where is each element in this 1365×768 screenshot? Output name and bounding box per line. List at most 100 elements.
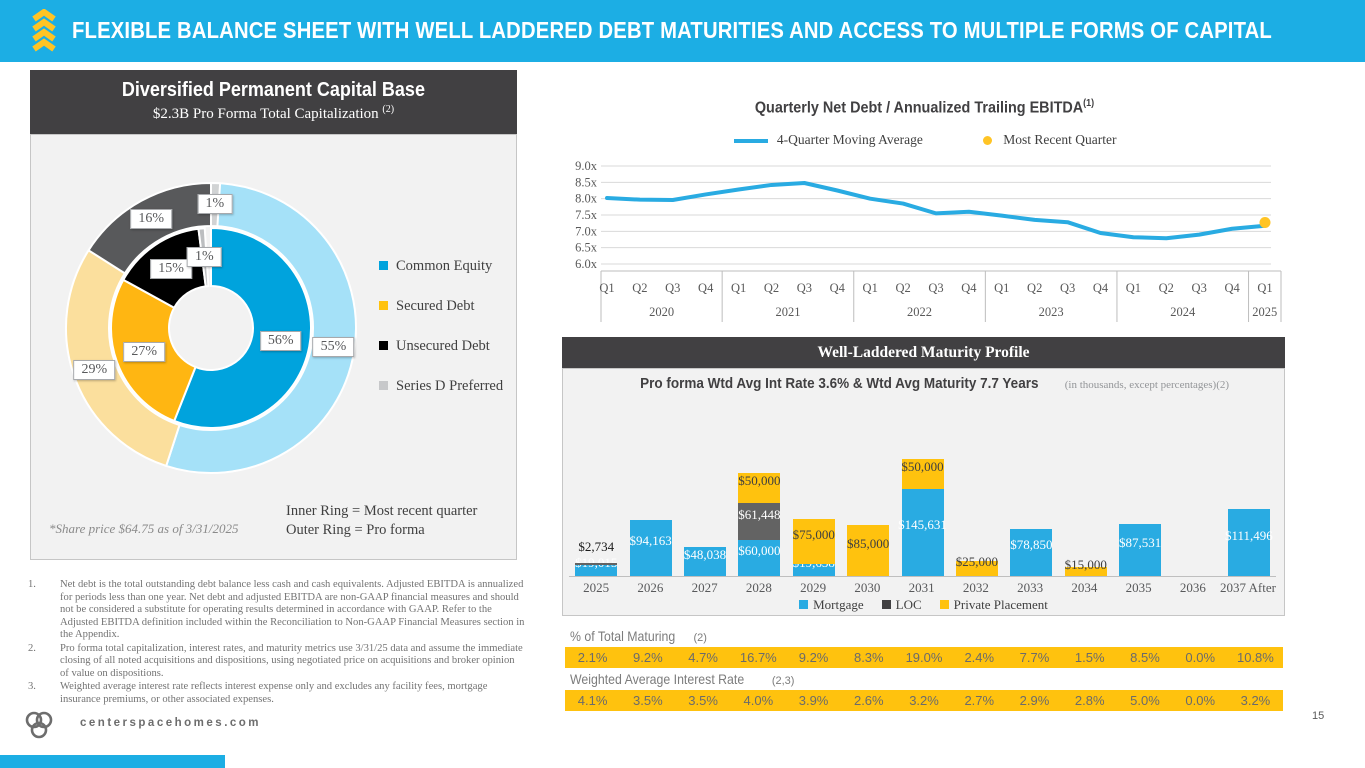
ebitda-chart-title: Quarterly Net Debt / Annualized Trailing… <box>755 98 1095 117</box>
svg-text:Q4: Q4 <box>1093 281 1109 295</box>
bar-category-label: 2034 <box>1071 580 1098 595</box>
svg-text:Q1: Q1 <box>994 281 1009 295</box>
bar-column-2025: $19,015 $2,734 <box>569 401 623 576</box>
footnote-text: Net debt is the total outstanding debt b… <box>60 579 525 640</box>
rate-cell: 0.0% <box>1185 693 1216 708</box>
most-recent-quarter-dot <box>1259 217 1271 229</box>
bar-segment-mortgage <box>629 519 672 576</box>
bar-column-2030: $85,000 <box>841 401 895 576</box>
maturity-bar-chart: $19,015 $2,734 $94,163 $48,038 $60,000 $61,44… <box>569 401 1276 577</box>
bar-value-label: $48,038 <box>683 546 727 562</box>
svg-text:Q1: Q1 <box>863 281 878 295</box>
svg-text:Q4: Q4 <box>961 281 977 295</box>
donut-label: 1% <box>186 247 222 268</box>
bar-segment-private-placement <box>1064 567 1107 576</box>
bar-column-2034: $15,000 <box>1059 401 1113 576</box>
donut-label: 16% <box>130 209 173 230</box>
legend-item-series-d-preferred: Series D Preferred <box>379 377 504 395</box>
bar-legend-item-private-placement: Private Placement <box>939 597 1048 613</box>
chevron-logo-icon <box>32 9 56 52</box>
bar-value-label: $25,000 <box>955 553 999 569</box>
svg-text:Q2: Q2 <box>632 281 647 295</box>
maturing-cell: 1.5% <box>1074 650 1105 665</box>
bar-category-label: 2036 <box>1179 580 1206 595</box>
bar-legend-swatch-icon <box>881 600 891 609</box>
bottom-accent-bar <box>0 755 225 768</box>
bar-value-label: $78,850 <box>1010 537 1053 553</box>
footnote: 2. Pro forma total capitalization, intere… <box>28 643 525 681</box>
bar-segment-mortgage <box>901 488 944 576</box>
bar-category-label: 2035 <box>1125 580 1152 595</box>
maturing-cell: 2.1% <box>577 650 608 665</box>
bar-category-label: 2029 <box>800 580 827 595</box>
donut-label: 56% <box>259 331 302 352</box>
ebitda-chart-legend: 4-Quarter Moving Average Most Recent Qua… <box>565 132 1285 148</box>
centerspace-logo-icon <box>25 711 53 739</box>
svg-text:Q4: Q4 <box>1224 281 1240 295</box>
svg-text:Q1: Q1 <box>1257 281 1272 295</box>
donut-label: 1% <box>197 194 233 215</box>
rate-cell: 3.5% <box>688 693 718 708</box>
bar-value-label: $94,163 <box>629 532 672 548</box>
capital-base-panel: 56% 27% 15% 1% 55% 29% 16% 1% Common Equity Secu… <box>30 134 517 560</box>
bar-segment-mortgage <box>792 564 835 576</box>
legend-item-common-equity: Common Equity <box>379 257 504 275</box>
capital-base-subtitle: $2.3B Pro Forma Total Capitalization (2) <box>152 104 395 122</box>
bar-value-label: $61,448 <box>738 506 781 522</box>
bar-value-label: $2,734 <box>578 538 615 554</box>
bar-segment-private-placement <box>738 473 781 504</box>
maturity-units-note: (in thousands, except percentages)(2) <box>1064 379 1230 391</box>
bar-column-2036 <box>1167 401 1221 576</box>
svg-text:Q3: Q3 <box>928 281 943 295</box>
bar-segment-loc <box>575 563 618 565</box>
bar-column-2029: $19,638$75,000 <box>787 401 841 576</box>
maturity-x-labels: 2025 2026 2027 2028 2029 2030 2031 2032 2033 2034… <box>569 580 1276 596</box>
rate-cell: 2.7% <box>964 693 995 708</box>
svg-text:8.5x: 8.5x <box>575 175 598 189</box>
bar-segment-private-placement <box>792 519 835 565</box>
maturing-cell: 9.2% <box>798 650 829 665</box>
bar-category-label: 2028 <box>745 580 772 595</box>
bar-value-label: $60,000 <box>738 543 781 559</box>
bar-column-2027: $48,038 <box>678 401 732 576</box>
share-price-note: *Share price $64.75 as of 3/31/2025 <box>49 521 239 536</box>
donut-legend: Common Equity Secured Debt Unsecured Debt S… <box>379 257 504 418</box>
footnote-number: 1. <box>28 579 36 590</box>
rate-cell: 3.2% <box>1240 693 1271 708</box>
bar-value-label: $15,000 <box>1064 556 1107 572</box>
brand-url: centerspacehomes.com <box>80 717 262 729</box>
svg-text:2025: 2025 <box>1252 305 1277 319</box>
bar-value-label: $111,496 <box>1224 527 1273 543</box>
header-bar: FLEXIBLE BALANCE SHEET WITH WELL LADDERE… <box>0 0 1365 62</box>
svg-text:6.0x: 6.0x <box>575 257 598 271</box>
bar-legend-label: Mortgage <box>813 597 864 612</box>
svg-text:9.0x: 9.0x <box>575 159 598 173</box>
maturing-cell: 2.4% <box>964 650 995 665</box>
svg-text:Q2: Q2 <box>895 281 910 295</box>
legend-item-unsecured-debt: Unsecured Debt <box>379 337 504 355</box>
bar-legend-swatch-icon <box>939 600 949 609</box>
maturing-cell: 9.2% <box>633 650 663 665</box>
bar-category-label: 2037 After <box>1220 580 1276 595</box>
bar-segment-mortgage <box>1010 528 1053 576</box>
bar-segment-private-placement <box>901 459 944 489</box>
donut-label: 27% <box>123 342 166 363</box>
bar-column-2035: $87,531 <box>1113 401 1167 576</box>
bar-category-label: 2032 <box>962 580 989 595</box>
maturing-cell: 4.7% <box>688 650 718 665</box>
rate-row: 4.1% 3.5% 3.5% 4.0% 3.9% 2.6% 3.2% 2.7% 2.9% 2.8%… <box>565 690 1283 711</box>
bar-legend-label: Private Placement <box>953 597 1048 612</box>
capital-base-title: Diversified Permanent Capital Base <box>121 79 426 101</box>
bar-column-2032: $25,000 <box>950 401 1004 576</box>
capitalization-donut-chart: 56% 27% 15% 1% 55% 29% 16% 1% <box>56 173 366 483</box>
bar-value-label: $50,000 <box>738 473 781 489</box>
legend-swatch-icon <box>379 341 388 351</box>
legend-moving-average: 4-Quarter Moving Average <box>733 132 923 148</box>
ring-note: Inner Ring = Most recent quarter Outer R… <box>286 502 478 539</box>
bar-segment-mortgage <box>575 564 618 576</box>
bar-segment-loc <box>738 503 781 541</box>
bar-category-label: 2025 <box>583 580 610 595</box>
maturity-legend: Mortgage LOC Private Placement <box>563 597 1284 613</box>
